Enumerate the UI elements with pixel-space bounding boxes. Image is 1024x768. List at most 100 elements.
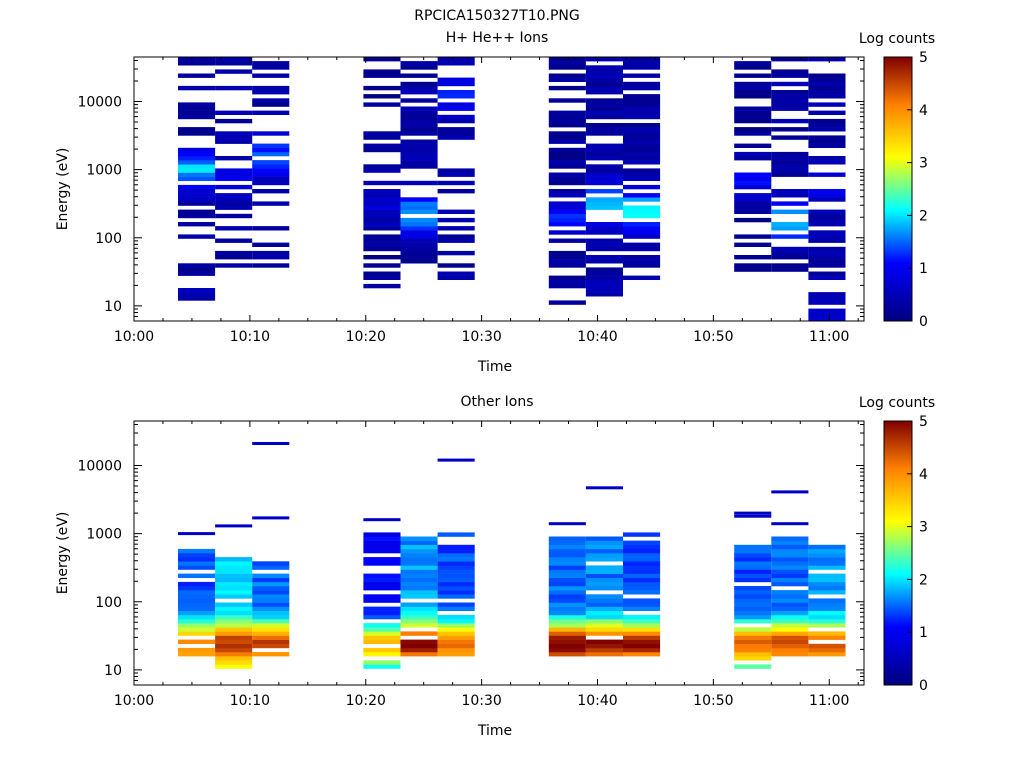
heatmap-cell [548,565,586,570]
heatmap-cell [808,90,846,95]
heatmap-cell [178,557,216,562]
heatmap-cell [252,255,290,260]
heatmap-cell [585,631,623,636]
heatmap-cell [808,222,846,227]
heatmap-cell [178,623,216,628]
heatmap-cell [808,606,846,611]
heatmap-cell [548,250,586,256]
heatmap-cell [400,98,438,103]
heatmap-cell [771,643,809,649]
heatmap-cell [734,267,772,272]
heatmap-cell [771,623,809,628]
heatmap-cell [215,652,253,657]
panel-2-colorbar [883,420,913,686]
heatmap-cell [771,614,809,620]
heatmap-cell [623,553,661,558]
heatmap-cell [548,114,586,120]
heatmap-cell [623,263,661,268]
heatmap-cell [585,81,623,87]
heatmap-cell [623,581,661,587]
heatmap-cell [771,544,809,550]
heatmap-cell [585,486,623,490]
panel-2-colorbar-label: Log counts [859,395,935,411]
heatmap-cell [400,590,438,595]
heatmap-cell [623,143,661,148]
heatmap-cell [585,90,623,95]
heatmap-cell [585,255,623,260]
colorbar-tick-label: 1 [919,625,928,641]
heatmap-cell [548,279,586,285]
heatmap-cell [548,180,586,186]
heatmap-cell [548,300,586,305]
heatmap-cell [252,631,290,636]
heatmap-cell [585,143,623,148]
heatmap-cell [623,635,661,640]
heatmap-cell [548,110,586,115]
heatmap-cell [178,201,216,206]
heatmap-cell [585,643,623,649]
heatmap-cell [623,193,661,198]
heatmap-cell [363,189,401,194]
heatmap-cell [623,135,661,140]
heatmap-cell [585,226,623,231]
heatmap-cell [178,160,216,165]
heatmap-cell [734,639,772,644]
heatmap-cell [400,242,438,247]
heatmap-cell [400,548,438,554]
heatmap-cell [808,590,846,595]
heatmap-cell [585,259,623,264]
heatmap-cell [734,586,772,591]
heatmap-cell [400,561,438,566]
heatmap-cell [585,279,623,285]
heatmap-cell [548,201,586,206]
heatmap-cell [252,98,290,103]
heatmap-cell [585,288,623,293]
heatmap-cell [400,230,438,235]
heatmap-cell [623,557,661,562]
heatmap-cell [734,631,772,636]
heatmap-cell [734,553,772,558]
heatmap-cell [734,610,772,616]
heatmap-cell [771,135,809,140]
heatmap-cell [771,652,809,657]
heatmap-cell [400,553,438,558]
heatmap-cell [734,664,772,669]
heatmap-cell [437,639,475,644]
heatmap-cell [178,581,216,587]
heatmap-cell [734,652,772,657]
heatmap-cell [734,598,772,603]
heatmap-cell [400,586,438,591]
heatmap-cell [623,209,661,214]
heatmap-cell [215,197,253,202]
heatmap-cell [734,131,772,136]
x-tick-label: 11:00 [809,329,849,345]
heatmap-cell [734,201,772,206]
heatmap-cell [252,610,290,616]
heatmap-cell [808,77,846,82]
heatmap-cell [363,627,401,632]
heatmap-cell [623,623,661,628]
heatmap-cell [400,250,438,256]
heatmap-cell [585,65,623,70]
heatmap-cell [585,98,623,103]
heatmap-cell [585,114,623,120]
heatmap-cell [252,573,290,578]
heatmap-cell [437,131,475,136]
heatmap-cell [585,85,623,91]
heatmap-cell [623,131,661,136]
heatmap-cell [623,565,661,570]
heatmap-cell [178,234,216,239]
heatmap-cell [178,61,216,66]
heatmap-cell [623,652,661,657]
heatmap-cell [734,81,772,87]
heatmap-cell [623,246,661,252]
heatmap-cell [437,548,475,554]
heatmap-cell [734,127,772,132]
heatmap-cell [771,246,809,252]
heatmap-cell [734,106,772,111]
heatmap-cell [548,635,586,640]
heatmap-cell [252,73,290,78]
heatmap-cell [771,540,809,545]
